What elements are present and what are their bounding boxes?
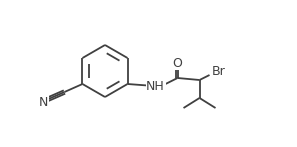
Text: O: O xyxy=(173,56,182,70)
Text: Br: Br xyxy=(212,65,225,77)
Text: N: N xyxy=(39,96,48,108)
Text: NH: NH xyxy=(146,80,165,92)
